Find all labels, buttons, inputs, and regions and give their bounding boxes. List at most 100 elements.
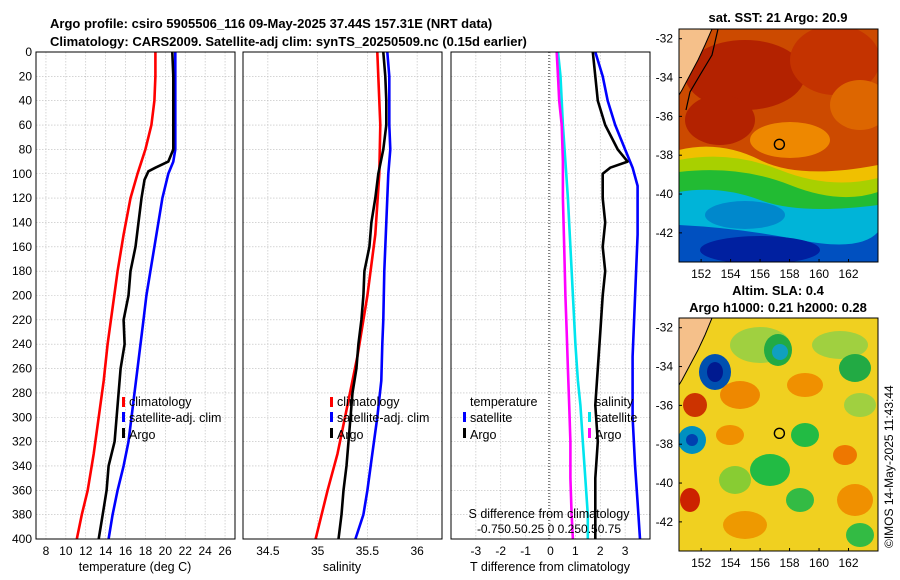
temperature-tick-labels: 8 10 12 14 16 18 20 22 24 26 <box>43 544 232 558</box>
x-tick-label: 16 <box>119 544 133 558</box>
difference-panel: -3 -2 -1 0 1 2 3 T difference from climatology… <box>450 51 651 574</box>
series-line-argo <box>97 52 175 539</box>
legend-label-t-satellite: satellite <box>470 411 512 425</box>
legend-label-s-satellite: satellite <box>595 411 637 425</box>
x-tick-label: 35.5 <box>356 544 380 558</box>
y-tick-label: 260 <box>12 362 32 376</box>
x-tick-label: 24 <box>198 544 212 558</box>
y-tick-label: 160 <box>12 240 32 254</box>
series-line-salinity-satellite <box>556 52 590 539</box>
sst-map-ticks: 152 154 156 158 160 162 -32 -34 -36 -38 -40 -42 <box>656 32 859 281</box>
salinity-panel: 34.5 35 35.5 36 salinity climatology satell… <box>242 51 443 574</box>
x-tick-label: 20 <box>159 544 173 558</box>
temperature-grid <box>36 51 235 540</box>
x-tick-label: -3 <box>471 544 482 558</box>
profile-location-marker <box>773 138 786 151</box>
legend-swatch-climatology <box>330 397 333 407</box>
y-tick-label: 280 <box>12 386 32 400</box>
x-tick-label: 10 <box>59 544 73 558</box>
y-tick-label: 380 <box>12 508 32 522</box>
x-tick-label: 14 <box>99 544 113 558</box>
x-tick-label: 26 <box>218 544 232 558</box>
legend-label-satellite: satellite-adj. clim <box>129 411 221 425</box>
legend-label-climatology: climatology <box>337 395 400 409</box>
s-difference-xlabel: S difference from climatology <box>469 507 631 521</box>
temperature-series <box>75 52 177 539</box>
legend-swatch-climatology <box>122 397 125 407</box>
x-tick-label: -2 <box>495 544 506 558</box>
depth-tick-labels: 0 20 40 60 80 100 120 140 160 180 200 220 240 260 280 3… <box>12 45 32 546</box>
sla-map: Altim. SLA: 0.4 Argo h1000: 0.21 h2000: … <box>656 283 879 570</box>
legend-swatch-satellite <box>122 412 125 422</box>
sla-map-subtitle: Argo h1000: 0.21 h2000: 0.28 <box>689 300 867 315</box>
legend-swatch-satellite <box>330 412 333 422</box>
map-y-tick-label: -34 <box>656 71 674 85</box>
map-y-tick-label: -38 <box>656 148 674 162</box>
legend-title-salinity: salinity <box>595 395 634 409</box>
map-x-tick-label: 160 <box>809 267 829 281</box>
map-y-tick-label: -32 <box>656 32 674 46</box>
s-difference-ticks: -0.750.50.25 0 0.250.50.75 <box>477 522 621 536</box>
map-y-tick-label: -40 <box>656 476 674 490</box>
sla-map-title: Altim. SLA: 0.4 <box>732 283 825 298</box>
map-x-tick-label: 158 <box>780 267 800 281</box>
profile-location-marker <box>773 427 786 440</box>
y-tick-label: 140 <box>12 215 32 229</box>
series-line-argo <box>337 52 388 539</box>
x-tick-label: 12 <box>79 544 93 558</box>
difference-axes-frame <box>450 51 651 540</box>
series-line-temperature-satellite <box>594 52 642 539</box>
t-difference-xlabel: T difference from climatology <box>470 560 631 574</box>
map-x-tick-label: 162 <box>839 556 859 570</box>
y-tick-label: 320 <box>12 435 32 449</box>
sst-map-frame <box>678 28 879 263</box>
map-y-tick-label: -40 <box>656 187 674 201</box>
temperature-panel: 0 20 40 60 80 100 120 140 160 180 200 220 240 260 280 3… <box>12 45 236 574</box>
x-tick-label: 3 <box>622 544 629 558</box>
legend-label-s-argo: Argo <box>595 428 621 442</box>
legend-label-t-argo: Argo <box>470 428 496 442</box>
sst-map-title: sat. SST: 21 Argo: 20.9 <box>709 10 848 25</box>
map-y-tick-label: -32 <box>656 321 674 335</box>
salinity-tick-labels: 34.5 35 35.5 36 <box>256 544 424 558</box>
legend-swatch-s-satellite <box>588 412 591 422</box>
x-tick-label: 22 <box>179 544 193 558</box>
map-x-tick-label: 160 <box>809 556 829 570</box>
salinity-xlabel: salinity <box>323 560 362 574</box>
salinity-grid <box>243 51 442 540</box>
x-tick-label: 8 <box>43 544 50 558</box>
x-tick-label: 34.5 <box>256 544 280 558</box>
y-tick-label: 60 <box>19 118 33 132</box>
series-line-temperature-argo <box>591 52 629 539</box>
sla-map-frame <box>678 317 879 552</box>
difference-series <box>555 52 642 539</box>
x-tick-label: 18 <box>139 544 153 558</box>
map-x-tick-label: 152 <box>691 267 711 281</box>
temperature-xlabel: temperature (deg C) <box>79 560 192 574</box>
map-x-tick-label: 158 <box>780 556 800 570</box>
legend-swatch-argo <box>330 428 333 438</box>
map-y-tick-label: -34 <box>656 360 674 374</box>
map-y-tick-label: -36 <box>656 398 674 412</box>
legend-swatch-t-argo <box>463 428 466 438</box>
chart-title-line2: Climatology: CARS2009. Satellite-adj cli… <box>50 34 527 49</box>
salinity-series <box>314 52 392 539</box>
map-y-tick-label: -38 <box>656 437 674 451</box>
y-tick-label: 340 <box>12 459 32 473</box>
sst-field <box>679 29 878 262</box>
x-tick-label: 2 <box>597 544 604 558</box>
series-line-satellite-adj-clim <box>354 52 392 539</box>
y-tick-label: 200 <box>12 289 32 303</box>
y-tick-label: 80 <box>19 142 33 156</box>
y-tick-label: 120 <box>12 191 32 205</box>
x-tick-label: 35 <box>311 544 325 558</box>
x-tick-label: 0 <box>547 544 554 558</box>
y-tick-label: 240 <box>12 337 32 351</box>
temperature-axes-frame <box>35 51 236 540</box>
legend-label-argo: Argo <box>337 428 363 442</box>
series-line-satellite-adj-clim <box>107 52 177 539</box>
map-x-tick-label: 152 <box>691 556 711 570</box>
copyright-text: ©IMOS 14-May-2025 11:43:44 <box>882 385 896 548</box>
y-tick-label: 100 <box>12 167 32 181</box>
